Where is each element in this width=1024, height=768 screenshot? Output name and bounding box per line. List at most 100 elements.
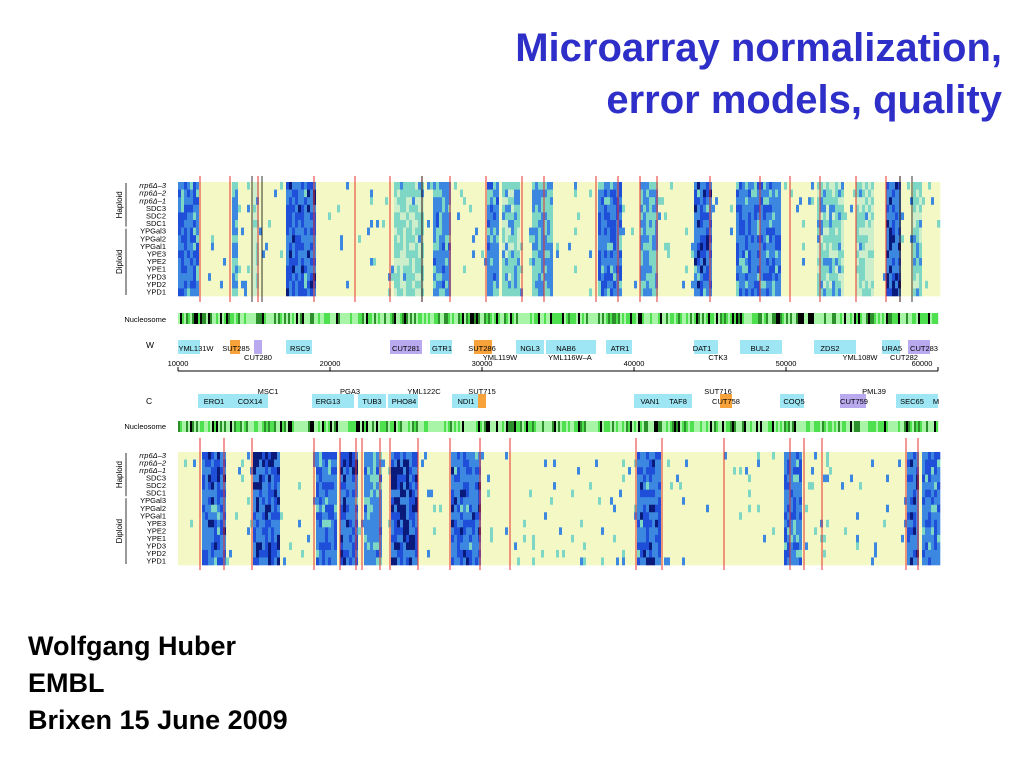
heat-cell	[253, 258, 257, 266]
heat-cell	[280, 250, 284, 259]
heat-cell	[193, 250, 197, 259]
heat-cell	[916, 288, 920, 297]
heat-cell	[601, 258, 605, 266]
heat-cell	[463, 265, 467, 274]
heat-cell	[340, 235, 344, 244]
heat-cell	[718, 467, 722, 475]
heat-cell	[904, 242, 908, 251]
heat-cell	[211, 474, 215, 483]
heat-cell	[454, 265, 458, 274]
heat-cell	[247, 220, 251, 228]
heat-cell	[913, 250, 917, 259]
heat-cell	[775, 242, 779, 251]
heat-cell	[376, 250, 380, 259]
heat-cell	[835, 235, 839, 244]
heat-cell	[334, 227, 338, 236]
heat-cell	[874, 227, 878, 236]
heat-cell	[550, 212, 554, 221]
heat-cell	[781, 273, 785, 282]
heat-cell	[529, 474, 533, 483]
heat-cell	[445, 459, 449, 468]
heat-cell	[394, 250, 398, 259]
heat-cell	[481, 280, 485, 289]
heat-cell	[787, 258, 791, 266]
heat-cell	[769, 212, 773, 221]
heat-cell	[700, 182, 704, 190]
heat-cell	[541, 459, 545, 468]
heat-cell	[547, 452, 551, 460]
heat-cell	[346, 242, 350, 251]
heat-cell	[871, 220, 875, 228]
heat-cell	[457, 467, 461, 475]
heat-cell	[811, 235, 815, 244]
heat-cell	[367, 204, 371, 213]
heat-cell	[469, 265, 473, 274]
heat-cell	[544, 288, 548, 297]
heat-cell	[751, 250, 755, 259]
heat-cell	[412, 182, 416, 190]
heat-cell	[559, 467, 563, 475]
heat-cell	[286, 242, 290, 251]
heat-cell	[583, 265, 587, 274]
heat-cell	[544, 242, 548, 251]
heat-cell	[316, 452, 320, 460]
heat-cell	[199, 452, 203, 460]
heat-cell	[445, 182, 449, 190]
heat-cell	[703, 182, 707, 190]
heat-cell	[577, 474, 581, 483]
heat-cell	[367, 197, 371, 206]
heat-cell	[457, 459, 461, 468]
heat-cell	[517, 459, 521, 468]
heat-cell	[295, 197, 299, 206]
heat-cell	[535, 474, 539, 483]
heat-cell	[178, 220, 182, 228]
heat-cell	[613, 459, 617, 468]
heat-cell	[817, 227, 821, 236]
heat-cell	[922, 242, 926, 251]
heat-cell	[424, 227, 428, 236]
heat-cell	[220, 467, 224, 475]
heat-cell	[307, 242, 311, 251]
heat-cell	[559, 227, 563, 236]
heat-cell	[289, 242, 293, 251]
heat-cell	[808, 227, 812, 236]
heat-cell	[502, 265, 506, 274]
heat-cell	[658, 273, 662, 282]
heat-cell	[751, 189, 755, 198]
heat-cell	[604, 197, 608, 206]
heat-cell	[178, 288, 182, 297]
heat-cell	[775, 258, 779, 266]
heat-cell	[244, 197, 248, 206]
heat-cell	[499, 197, 503, 206]
heat-cell	[232, 288, 236, 297]
heat-cell	[709, 250, 713, 259]
heat-cell	[670, 288, 674, 297]
heat-cell	[907, 235, 911, 244]
heat-cell	[442, 197, 446, 206]
heat-cell	[247, 182, 251, 190]
heat-cell	[868, 258, 872, 266]
heat-cell	[427, 242, 431, 251]
heat-cell	[661, 250, 665, 259]
heat-cell	[376, 452, 380, 460]
heat-cell	[310, 452, 314, 460]
heat-cell	[439, 459, 443, 468]
heat-cell	[394, 459, 398, 468]
heat-cell	[583, 242, 587, 251]
heat-cell	[367, 220, 371, 228]
heat-cell	[556, 452, 560, 460]
heat-cell	[529, 227, 533, 236]
heat-cell	[751, 288, 755, 297]
heat-cell	[691, 273, 695, 282]
heat-cell	[301, 474, 305, 483]
heat-cell	[223, 273, 227, 282]
heat-cell	[277, 273, 281, 282]
heat-cell	[748, 265, 752, 274]
heat-cell	[181, 482, 185, 490]
heat-cell	[265, 212, 269, 221]
heat-cell	[325, 273, 329, 282]
heat-cell	[211, 452, 215, 460]
heat-cell	[280, 265, 284, 274]
heat-cell	[283, 482, 287, 490]
heat-cell	[874, 467, 878, 475]
